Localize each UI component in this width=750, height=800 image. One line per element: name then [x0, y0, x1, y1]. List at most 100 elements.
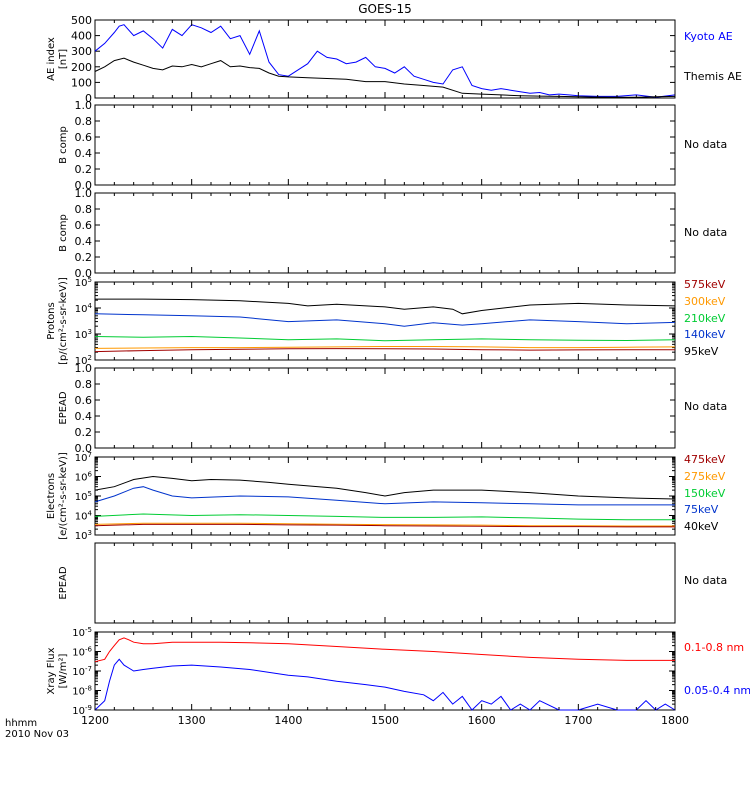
panel-epead1-no-data: No data — [684, 400, 727, 413]
y-tick-label: 100 — [71, 76, 92, 89]
y-tick-label: 0.8 — [75, 115, 93, 128]
y-tick-label: 103 — [75, 529, 92, 542]
series-line-275kev — [94, 522, 675, 527]
panel-protons-ylabel2: [p/(cm²-s-sr-keV)] — [58, 277, 69, 365]
y-tick-label: 0.2 — [75, 426, 93, 439]
legend-protons-95kev: 95keV — [684, 345, 719, 358]
y-tick-label: 0.8 — [75, 378, 93, 391]
panel-b1-y-ticks: 0.0 0.2 0.4 0.6 0.8 1.0 — [75, 99, 675, 192]
legend-electrons-275kev: 275keV — [684, 470, 726, 483]
panel-ae-ylabel1: AE index — [46, 37, 57, 81]
y-tick-label: 104 — [75, 302, 93, 315]
y-tick-label: 0.0 — [75, 267, 93, 280]
y-tick-label: 10-6 — [72, 646, 92, 659]
y-tick-label: 400 — [71, 30, 92, 43]
y-tick-label: 107 — [75, 451, 92, 464]
legend-electrons-75kev: 75keV — [684, 503, 719, 516]
x-tick-label: 1800 — [661, 714, 689, 727]
y-tick-label: 105 — [75, 490, 92, 503]
y-tick-label: 10-5 — [72, 626, 92, 639]
series-line-themis-ae — [94, 57, 676, 98]
panel-ae-ylabel2: [nT] — [58, 49, 69, 69]
panel-epead1-ylabel: EPEAD — [58, 391, 69, 425]
panel-b1-ylabel: B comp — [58, 126, 69, 164]
series-line-140kev — [94, 313, 676, 327]
legend-xray-long: 0.1-0.8 nm — [684, 641, 744, 654]
x-tick-label: 1300 — [178, 714, 206, 727]
panel-xray-frame — [94, 631, 676, 711]
panel-electrons-ylabel1: Electrons — [46, 473, 57, 519]
legend-electrons-40kev: 40keV — [684, 520, 719, 533]
y-tick-label: 10-9 — [72, 704, 92, 717]
panel-b2-y-ticks: 0.0 0.2 0.4 0.6 0.8 1.0 — [75, 187, 675, 280]
panel-b2-frame — [94, 192, 676, 274]
panel-epead2: EPEAD No data — [58, 542, 727, 624]
series-line-0-1-0-8-nm — [94, 637, 675, 663]
date-label: 2010 Nov 03 — [5, 729, 69, 740]
y-tick-label: 0.0 — [75, 179, 93, 192]
y-tick-label: 0.6 — [75, 131, 93, 144]
y-tick-label: 200 — [71, 61, 92, 74]
plot-title: GOES-15 — [358, 2, 412, 16]
panel-xray-ylabel2: [W/m²] — [58, 653, 69, 688]
legend-themis-ae: Themis AE — [683, 70, 742, 83]
y-tick-label: 1.0 — [75, 187, 93, 200]
x-tick-label: 1700 — [564, 714, 592, 727]
panel-epead1: 0.0 0.2 0.4 0.6 0.8 1.0 EPEAD No data — [58, 362, 727, 455]
x-axis: 1200 1300 1400 1500 1600 1700 1800 — [81, 20, 689, 727]
y-tick-label: 0.4 — [75, 147, 93, 160]
x-tick-label: 1500 — [371, 714, 399, 727]
y-tick-label: 10-8 — [72, 685, 92, 698]
series-line-40kev — [94, 475, 676, 500]
series-line-75kev — [94, 486, 675, 506]
y-tick-label: 0.8 — [75, 203, 93, 216]
panel-xray-y-ticks: 10-9 10-8 10-7 10-6 10-5 — [72, 626, 675, 717]
panel-ae-y-ticks: 0 100 200 300 400 500 — [71, 14, 675, 105]
panel-protons-ylabel1: Protons — [46, 302, 57, 339]
y-tick-label: 104 — [75, 510, 93, 523]
panel-b1: 0.0 0.2 0.4 0.6 0.8 1.0 B comp No data — [58, 99, 727, 192]
x-tick-label: 1200 — [81, 714, 109, 727]
x-unit-label: hhmm — [5, 718, 37, 729]
y-tick-label: 105 — [75, 276, 92, 289]
panel-b2-ylabel: B comp — [58, 214, 69, 252]
y-tick-label: 1.0 — [75, 362, 93, 375]
legend-electrons-475kev: 475keV — [684, 453, 726, 466]
legend-kyoto-ae: Kyoto AE — [684, 30, 733, 43]
x-tick-label: 1600 — [468, 714, 496, 727]
y-tick-label: 0.0 — [75, 442, 93, 455]
y-tick-label: 0.4 — [75, 410, 93, 423]
panel-b2-no-data: No data — [684, 226, 727, 239]
panel-ae-frame — [94, 19, 676, 99]
panel-electrons-lines — [94, 475, 676, 528]
y-tick-label: 300 — [71, 45, 92, 58]
legend-electrons-150kev: 150keV — [684, 487, 726, 500]
y-tick-label: 102 — [75, 354, 92, 367]
y-tick-label: 1.0 — [75, 99, 93, 112]
panel-b2: 0.0 0.2 0.4 0.6 0.8 1.0 B comp No data — [58, 187, 727, 280]
panel-xray-lines — [94, 637, 676, 711]
y-tick-label: 0.4 — [75, 235, 93, 248]
legend-protons-300kev: 300keV — [684, 295, 726, 308]
panel-protons-lines — [94, 298, 676, 353]
panel-epead2-ylabel: EPEAD — [58, 566, 69, 600]
y-tick-label: 0.6 — [75, 394, 93, 407]
series-line-210kev — [94, 335, 676, 342]
panel-epead2-frame — [94, 542, 676, 624]
legend-protons-575kev: 575keV — [684, 278, 726, 291]
series-line-575kev — [94, 348, 675, 353]
series-line-150kev — [94, 513, 675, 521]
panel-epead1-frame — [94, 367, 676, 449]
panel-epead1-y-ticks: 0.0 0.2 0.4 0.6 0.8 1.0 — [75, 362, 675, 455]
y-tick-label: 0 — [85, 92, 92, 105]
series-line-0-05-0-4-nm — [94, 658, 676, 711]
y-tick-label: 500 — [71, 14, 92, 27]
y-tick-label: 103 — [75, 328, 92, 341]
panel-electrons-ylabel2: [e/(cm²-s-sr-keV)] — [58, 452, 69, 540]
panel-electrons: 103 104 105 106 107 Electrons [e/(cm²-s-sr-k… — [46, 451, 726, 542]
panel-xray: 10-9 10-8 10-7 10-6 10-5 Xray Flux [W/m²] 0.… — [46, 626, 750, 717]
panel-b1-frame — [94, 104, 676, 186]
